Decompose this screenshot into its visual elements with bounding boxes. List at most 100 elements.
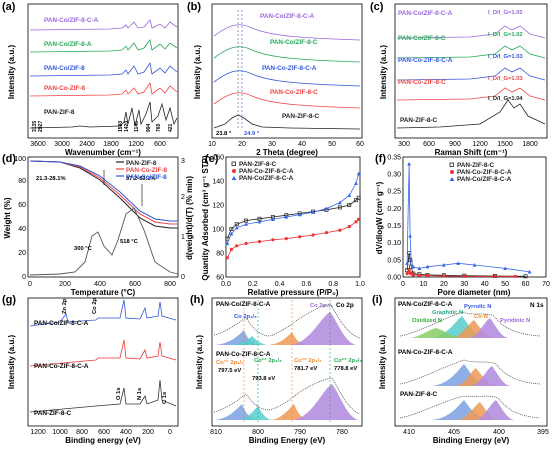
series-line-3 xyxy=(406,163,530,273)
ratio-label: I_D/I_G=1.03 xyxy=(488,76,523,82)
legend-label: PAN-Co-ZIF-8-C-A xyxy=(262,65,317,72)
y2-tick-label: 1 xyxy=(181,234,185,241)
data-point xyxy=(257,240,262,244)
data-point xyxy=(338,200,342,205)
legend-label: PAN-Co/ZIF-8-C xyxy=(270,39,318,46)
legend-label: PAN-Co/ZIF-8 xyxy=(126,174,167,181)
x-tick-label: 800 xyxy=(252,429,264,436)
peak-label: 421 xyxy=(168,123,174,132)
panel-c-series-4 xyxy=(396,87,546,101)
x-axis-label: Pore diameter (nm) xyxy=(438,288,511,297)
y-tick-label: 80 xyxy=(216,250,224,257)
annotation: Co²⁺ 2p₃/₂ xyxy=(334,357,362,364)
x-tick-label: 400 xyxy=(94,281,106,288)
ratio-label: I_D/I_G=1.03 xyxy=(488,54,523,60)
x-tick-label: 200 xyxy=(142,429,154,436)
annotation: C 1s xyxy=(162,392,168,404)
ratio-label: I_D/I_G=1.02 xyxy=(488,10,523,16)
panel-b-series-2 xyxy=(213,46,361,63)
y-tick-label: 0.15 xyxy=(387,223,401,230)
legend-label: PAN-Co-ZIF-8-C-A xyxy=(34,363,89,370)
panel-f-pore-size: (f) 0.00 0.05 0.10 0.15 0.20 0.25 0.30 0.35 0 10… xyxy=(375,153,550,297)
legend-label: PAN-ZIF-8-C xyxy=(34,410,72,417)
x-tick-label: 60 xyxy=(356,141,364,148)
data-point xyxy=(411,264,416,269)
legend-label: PAN-Co-ZIF-8-C xyxy=(270,89,318,96)
y-tick-label: 60 xyxy=(18,202,26,209)
data-point xyxy=(354,181,358,185)
x-tick-label: 1000 xyxy=(52,429,68,436)
panel-d-label: (d) xyxy=(2,153,16,165)
x-tick-label: 1200 xyxy=(472,141,488,148)
legend-label: PAN-Co/ZIF-8-C-A xyxy=(457,176,512,183)
panel-a-series-1 xyxy=(29,19,178,31)
annotation: 518 °C xyxy=(120,239,139,245)
y-tick-label: 0.05 xyxy=(387,257,401,264)
annotation: Pyridinic N xyxy=(500,318,530,324)
x-tick-label: 1200 xyxy=(128,141,144,148)
panel-f-marks xyxy=(405,161,532,279)
panel-a-series-3 xyxy=(29,61,178,77)
legend-label: PAN-ZIF-8-C xyxy=(400,117,438,124)
x-tick-label: 395 xyxy=(537,429,549,436)
y2-tick-label: 0 xyxy=(181,274,185,281)
legend-label: PAN-Co/ZIF-8-A xyxy=(44,41,92,48)
legend-label: PAN-Co-ZIF-8 xyxy=(44,85,86,92)
data-point xyxy=(229,227,234,231)
y-tick-label: 100 xyxy=(14,156,26,163)
x-tick-label: 300 xyxy=(398,141,410,148)
x-tick-label: 600 xyxy=(154,141,166,148)
legend-label: PAN-Co/ZIF-8-C-A xyxy=(398,10,453,17)
legend-label: PAN-ZIF-8-C xyxy=(457,162,495,169)
x-tick-label: 1800 xyxy=(522,141,538,148)
x-tick-label: 600 xyxy=(98,429,110,436)
data-point xyxy=(311,210,315,214)
x-tick-label: 790 xyxy=(294,429,306,436)
panel-a-series-4 xyxy=(29,81,178,97)
legend-label: PAN-ZIF-8-C xyxy=(282,113,320,120)
data-point xyxy=(225,256,229,260)
panel-g-series-2 xyxy=(29,339,177,367)
panel-g-series-1 xyxy=(29,299,177,327)
x-tick-label: 400 xyxy=(493,429,505,436)
panel-a-ftir: (a) 3135 2927 1580 1420 1146 994 760 421… xyxy=(2,1,179,157)
legend-label: PAN-Co/ZIF-8-C-A xyxy=(216,301,271,308)
legend-label: PAN-Co/ZIF-8-C-A xyxy=(44,17,99,24)
x-tick-label: 20 xyxy=(440,281,448,288)
data-point xyxy=(407,161,412,166)
panel-i-frame xyxy=(394,297,548,427)
y-tick-label: 160 xyxy=(212,154,224,161)
y-axis-label: dV/dlogW (cm³ g⁻¹) xyxy=(375,181,384,254)
y-axis-label: Intensity (a.u.) xyxy=(195,335,204,390)
legend-label: PAN-Co/ZIF-8-C-A xyxy=(260,13,315,20)
x-axis-label: Temperature (°C) xyxy=(71,288,136,297)
data-point xyxy=(311,233,315,237)
legend-label: PAN-Co-ZIF-8 xyxy=(126,167,168,174)
panel-i-label: (i) xyxy=(372,294,383,306)
y-tick-label: 0.00 xyxy=(387,274,401,281)
panel-b-series-5 xyxy=(213,114,361,130)
x-tick-label: 0 xyxy=(401,281,405,288)
legend-label: PAN-Co-ZIF-8-C xyxy=(398,79,446,86)
annotation: 781.7 eV xyxy=(294,366,317,372)
x-tick-label: 0.0 xyxy=(221,281,231,288)
y-tick-label: 0.10 xyxy=(387,240,401,247)
x-tick-label: 40 xyxy=(481,281,489,288)
annotation: 797.5 eV xyxy=(218,368,241,374)
data-point xyxy=(324,231,329,235)
panel-g-series-3 xyxy=(29,379,177,413)
data-point xyxy=(337,205,342,210)
annotation: Co 2p xyxy=(92,297,98,314)
panel-c-label: (c) xyxy=(370,1,384,13)
panel-c-raman: (c) PAN-Co/ZIF-8-C-A PAN-Co/ZIF-8-C PAN-… xyxy=(370,1,548,157)
y-tick-label: 120 xyxy=(212,202,224,209)
panel-f-label: (f) xyxy=(375,153,386,165)
x-tick-label: 0.2 xyxy=(248,281,258,288)
legend-label: PAN-Co/ZIF-8 xyxy=(44,65,85,72)
x-tick-label: 60 xyxy=(522,281,530,288)
data-point xyxy=(456,261,461,265)
annotation: O 1s xyxy=(116,387,122,400)
data-point xyxy=(271,217,275,221)
legend-label: PAN-Co-ZIF-8-C-A xyxy=(216,351,271,358)
y-axis-label: Intensity (a.u.) xyxy=(7,45,16,100)
